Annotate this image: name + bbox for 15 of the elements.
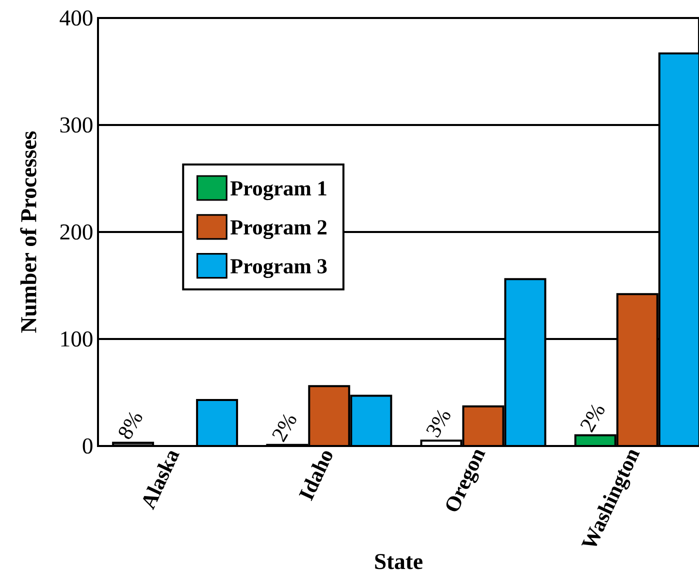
legend-label: Program 2 — [230, 220, 326, 240]
legend-label: Program 3 — [230, 259, 327, 278]
annotation: 2% — [580, 404, 604, 433]
y-tick-label: 200 — [60, 224, 92, 240]
annotation: 3% — [426, 410, 450, 438]
y-axis-title: Number of Processes — [20, 131, 36, 333]
y-tick-label: 0 — [82, 438, 92, 454]
annotation: 2% — [272, 414, 296, 442]
x-tick-label: Idaho — [298, 451, 332, 502]
y-tick-label: 400 — [60, 10, 92, 26]
x-axis-title: State — [375, 554, 422, 570]
y-tick-label: 300 — [60, 117, 92, 133]
annotation: 8% — [118, 412, 142, 439]
legend-label: Program 1 — [230, 181, 326, 200]
y-tick-label: 100 — [61, 331, 92, 347]
